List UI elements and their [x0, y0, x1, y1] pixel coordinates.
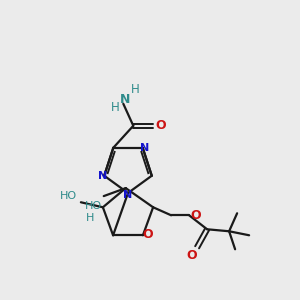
Text: O: O — [191, 209, 201, 222]
Text: H: H — [131, 83, 140, 96]
Text: N: N — [140, 143, 149, 153]
Text: O: O — [187, 249, 197, 262]
Text: HO: HO — [60, 191, 77, 201]
Text: N: N — [120, 93, 130, 106]
Text: N: N — [123, 190, 133, 200]
Text: H: H — [85, 213, 94, 223]
Text: HO: HO — [85, 201, 102, 211]
Text: O: O — [142, 228, 153, 241]
Text: H: H — [111, 101, 120, 114]
Text: N: N — [98, 171, 107, 181]
Text: O: O — [155, 119, 166, 132]
